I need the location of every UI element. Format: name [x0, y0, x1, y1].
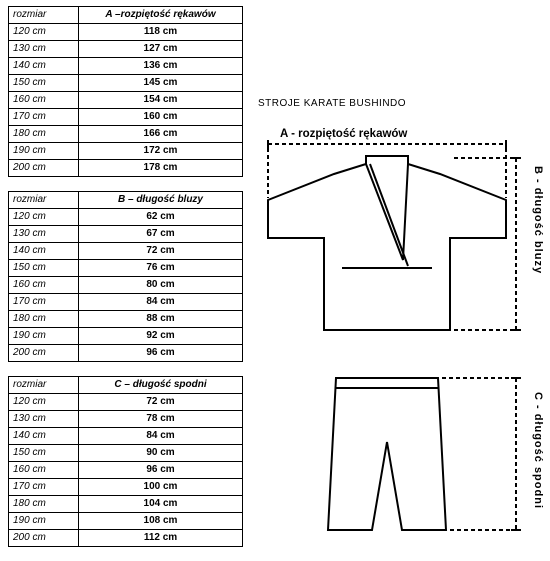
- cell-size: 190 cm: [9, 328, 79, 345]
- cell-size: 150 cm: [9, 75, 79, 92]
- table-row: 130 cm78 cm: [9, 411, 243, 428]
- cell-value: 172 cm: [79, 143, 243, 160]
- cell-value: 67 cm: [79, 226, 243, 243]
- dim-b-label: B - długość bluzy: [532, 166, 544, 274]
- cell-value: 127 cm: [79, 41, 243, 58]
- cell-value: 78 cm: [79, 411, 243, 428]
- table-row: 200 cm96 cm: [9, 345, 243, 362]
- table-c: rozmiarC – długość spodni120 cm72 cm130 …: [8, 376, 243, 547]
- table-row: 140 cm84 cm: [9, 428, 243, 445]
- cell-size: 170 cm: [9, 109, 79, 126]
- table-row: 170 cm160 cm: [9, 109, 243, 126]
- table-row: 160 cm80 cm: [9, 277, 243, 294]
- cell-size: 130 cm: [9, 41, 79, 58]
- cell-value: 76 cm: [79, 260, 243, 277]
- col-header-value: C – długość spodni: [79, 377, 243, 394]
- cell-value: 108 cm: [79, 513, 243, 530]
- cell-value: 100 cm: [79, 479, 243, 496]
- dim-a-label: A - rozpiętość rękawów: [280, 128, 407, 140]
- pants-diagram: [258, 370, 528, 545]
- cell-size: 120 cm: [9, 394, 79, 411]
- table-row: 170 cm84 cm: [9, 294, 243, 311]
- cell-size: 130 cm: [9, 226, 79, 243]
- col-header-size: rozmiar: [9, 377, 79, 394]
- table-a: rozmiarA –rozpiętość rękawów120 cm118 cm…: [8, 6, 243, 177]
- cell-value: 145 cm: [79, 75, 243, 92]
- cell-size: 200 cm: [9, 345, 79, 362]
- table-b: rozmiarB – długość bluzy120 cm62 cm130 c…: [8, 191, 243, 362]
- cell-size: 170 cm: [9, 294, 79, 311]
- table-row: 180 cm166 cm: [9, 126, 243, 143]
- table-row: 160 cm154 cm: [9, 92, 243, 109]
- table-row: 150 cm145 cm: [9, 75, 243, 92]
- cell-value: 88 cm: [79, 311, 243, 328]
- cell-value: 62 cm: [79, 209, 243, 226]
- col-header-value: B – długość bluzy: [79, 192, 243, 209]
- cell-value: 178 cm: [79, 160, 243, 177]
- cell-value: 104 cm: [79, 496, 243, 513]
- table-row: 130 cm67 cm: [9, 226, 243, 243]
- cell-size: 200 cm: [9, 530, 79, 547]
- cell-size: 160 cm: [9, 462, 79, 479]
- cell-size: 150 cm: [9, 445, 79, 462]
- cell-size: 180 cm: [9, 496, 79, 513]
- cell-value: 166 cm: [79, 126, 243, 143]
- cell-value: 92 cm: [79, 328, 243, 345]
- dim-c-label: C - długość spodni: [532, 392, 544, 509]
- cell-value: 72 cm: [79, 243, 243, 260]
- cell-size: 120 cm: [9, 209, 79, 226]
- cell-value: 96 cm: [79, 462, 243, 479]
- cell-size: 140 cm: [9, 58, 79, 75]
- table-row: 120 cm72 cm: [9, 394, 243, 411]
- page-title: STROJE KARATE BUSHINDO: [258, 98, 406, 109]
- cell-size: 140 cm: [9, 243, 79, 260]
- table-row: 140 cm136 cm: [9, 58, 243, 75]
- table-row: 190 cm172 cm: [9, 143, 243, 160]
- cell-size: 140 cm: [9, 428, 79, 445]
- table-row: 140 cm72 cm: [9, 243, 243, 260]
- cell-size: 190 cm: [9, 513, 79, 530]
- table-row: 120 cm62 cm: [9, 209, 243, 226]
- cell-value: 84 cm: [79, 428, 243, 445]
- cell-value: 72 cm: [79, 394, 243, 411]
- col-header-size: rozmiar: [9, 7, 79, 24]
- table-row: 190 cm108 cm: [9, 513, 243, 530]
- table-row: 200 cm112 cm: [9, 530, 243, 547]
- cell-size: 180 cm: [9, 126, 79, 143]
- table-row: 130 cm127 cm: [9, 41, 243, 58]
- table-row: 170 cm100 cm: [9, 479, 243, 496]
- cell-size: 150 cm: [9, 260, 79, 277]
- table-row: 180 cm104 cm: [9, 496, 243, 513]
- cell-size: 130 cm: [9, 411, 79, 428]
- table-row: 190 cm92 cm: [9, 328, 243, 345]
- cell-size: 200 cm: [9, 160, 79, 177]
- cell-value: 154 cm: [79, 92, 243, 109]
- cell-value: 160 cm: [79, 109, 243, 126]
- cell-size: 170 cm: [9, 479, 79, 496]
- cell-value: 96 cm: [79, 345, 243, 362]
- jacket-diagram: [258, 140, 528, 350]
- table-row: 120 cm118 cm: [9, 24, 243, 41]
- col-header-size: rozmiar: [9, 192, 79, 209]
- cell-value: 112 cm: [79, 530, 243, 547]
- tables-column: rozmiarA –rozpiętość rękawów120 cm118 cm…: [8, 6, 243, 561]
- cell-value: 84 cm: [79, 294, 243, 311]
- col-header-value: A –rozpiętość rękawów: [79, 7, 243, 24]
- cell-size: 120 cm: [9, 24, 79, 41]
- cell-value: 118 cm: [79, 24, 243, 41]
- cell-value: 136 cm: [79, 58, 243, 75]
- cell-value: 80 cm: [79, 277, 243, 294]
- table-row: 180 cm88 cm: [9, 311, 243, 328]
- table-row: 150 cm90 cm: [9, 445, 243, 462]
- cell-size: 190 cm: [9, 143, 79, 160]
- cell-size: 160 cm: [9, 277, 79, 294]
- table-row: 160 cm96 cm: [9, 462, 243, 479]
- table-row: 200 cm178 cm: [9, 160, 243, 177]
- cell-size: 180 cm: [9, 311, 79, 328]
- table-row: 150 cm76 cm: [9, 260, 243, 277]
- cell-size: 160 cm: [9, 92, 79, 109]
- cell-value: 90 cm: [79, 445, 243, 462]
